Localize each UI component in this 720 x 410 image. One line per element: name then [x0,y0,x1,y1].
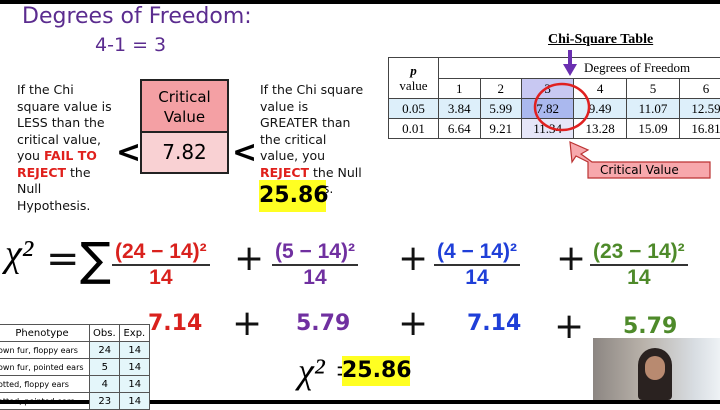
less-than-right: < [232,135,257,170]
header-cell: Obs. [90,325,120,342]
slide-title: Degrees of Freedom: [22,4,252,29]
highlight-circle [535,84,589,130]
plus-sign: + [398,303,428,344]
header-cell: Phenotype [0,325,90,342]
critical-value-label: Critical Value [142,81,227,133]
plus-sign: + [234,238,264,279]
plus-sign: + [398,238,428,279]
left-note: If the Chi square value is LESS than the… [17,82,117,214]
result-4: 5.79 [623,314,677,339]
callout-overlay [380,50,720,180]
header-cell: Exp. [120,325,150,342]
down-arrow-icon [568,50,572,66]
critical-value-box: Critical Value 7.82 [140,79,229,174]
equals-sign: = [46,236,80,282]
result-2: 5.79 [296,311,350,336]
sum-icon: ∑ [80,232,111,286]
less-than-left: < [116,135,141,170]
critical-value-callout: Critical Value [600,163,679,177]
chi-table-title: Chi-Square Table [548,32,653,48]
plus-sign: + [556,238,586,279]
plus-sign: + [554,306,584,347]
chi-symbol: χ² [5,232,33,276]
df-calculation: 4-1 = 3 [95,34,166,56]
result-3: 7.14 [467,311,521,336]
webcam-video [593,338,720,400]
total-value: 25.86 [342,356,410,386]
down-arrow-head-icon [563,64,577,76]
plus-sign: + [232,303,262,344]
critical-value-number: 7.82 [142,133,227,172]
result-1: 7.14 [148,311,202,336]
chi-value-highlight: 25.86 [259,180,326,212]
presenter-face [645,356,665,380]
